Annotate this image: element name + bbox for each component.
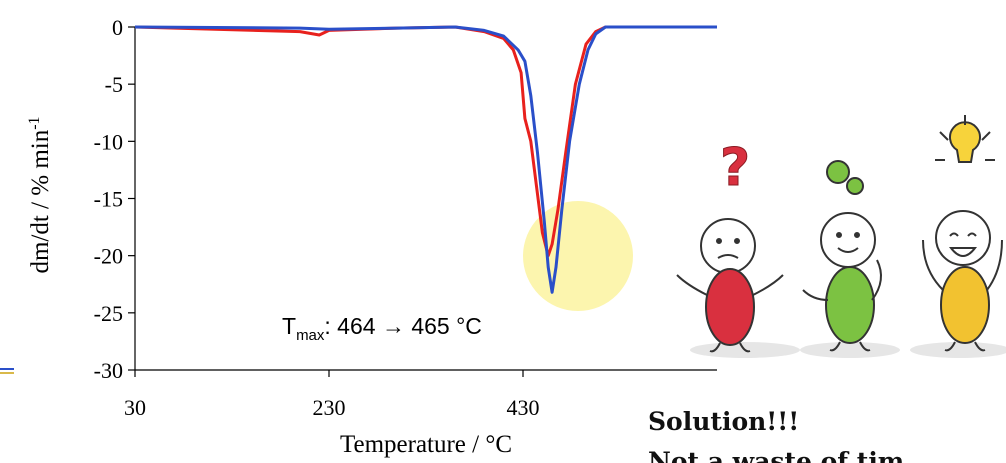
y-tick-label: -10: [94, 129, 123, 154]
svg-text:?: ?: [720, 138, 750, 198]
y-axis-label: dm/dt / % min-1: [26, 116, 54, 273]
x-tick-label: 30: [124, 395, 146, 420]
annotation-subscript: max: [296, 327, 325, 344]
y-label-superscript: -1: [26, 116, 43, 129]
annotation-base: T: [282, 313, 296, 339]
series-line: [134, 25, 717, 258]
annotation-text: : 464 → 465 °C: [324, 313, 482, 339]
x-axis-label: Temperature / °C: [340, 431, 512, 458]
series-line: [134, 25, 717, 294]
y-tick-label: 0: [112, 15, 123, 40]
x-tick-label: 230: [313, 395, 346, 420]
y-tick-label: -15: [94, 187, 123, 212]
y-tick-label: -20: [94, 244, 123, 269]
y-label-text: dm/dt / % min: [27, 129, 54, 273]
headline: Solution!!!: [648, 407, 799, 436]
y-tick-label: -25: [94, 301, 123, 326]
x-tick-label: 430: [507, 395, 540, 420]
cartoons: ?: [676, 115, 1006, 358]
y-tick-label: -5: [105, 72, 123, 97]
annotation: Tmax: 464 → 465 °C: [282, 313, 482, 344]
subline: Not a waste of tim: [648, 447, 904, 463]
y-tick-label: -30: [94, 358, 123, 383]
